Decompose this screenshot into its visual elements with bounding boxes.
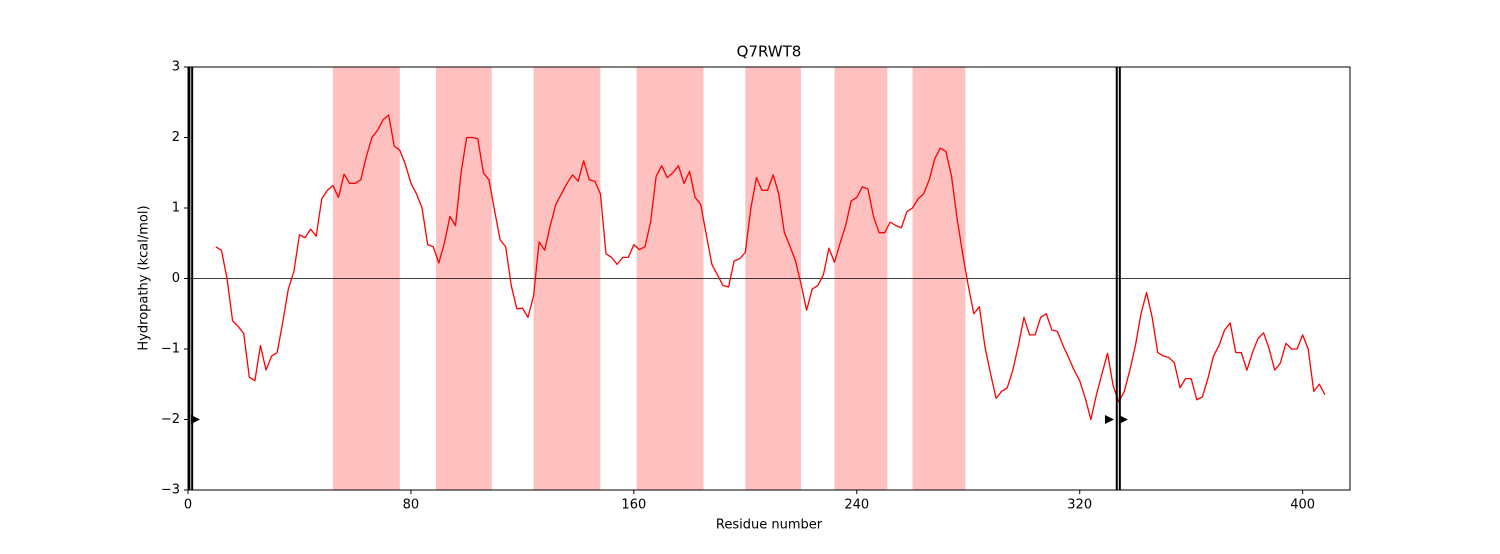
y-tick-label: 1 — [172, 201, 180, 216]
y-tick-label: 3 — [172, 60, 180, 75]
y-tick-label: −1 — [161, 342, 180, 357]
marker — [1104, 415, 1114, 424]
x-tick-label: 80 — [403, 498, 420, 513]
x-tick-label: 320 — [1067, 498, 1092, 513]
marker — [190, 415, 200, 424]
y-axis-label: Hydropathy (kcal/mol) — [137, 205, 152, 350]
y-tick-label: 0 — [172, 271, 180, 286]
y-tick-label: −3 — [161, 483, 180, 498]
y-tick-label: 2 — [172, 130, 180, 145]
x-axis-label: Residue number — [716, 518, 823, 533]
x-tick-label: 160 — [621, 498, 646, 513]
marker — [1118, 415, 1128, 424]
x-tick-label: 0 — [184, 498, 192, 513]
hydropathy-line — [215, 114, 1326, 421]
y-tick-label: −2 — [161, 412, 180, 427]
x-tick-label: 240 — [844, 498, 869, 513]
x-tick-label: 400 — [1290, 498, 1315, 513]
chart-title: Q7RWT8 — [737, 43, 802, 61]
